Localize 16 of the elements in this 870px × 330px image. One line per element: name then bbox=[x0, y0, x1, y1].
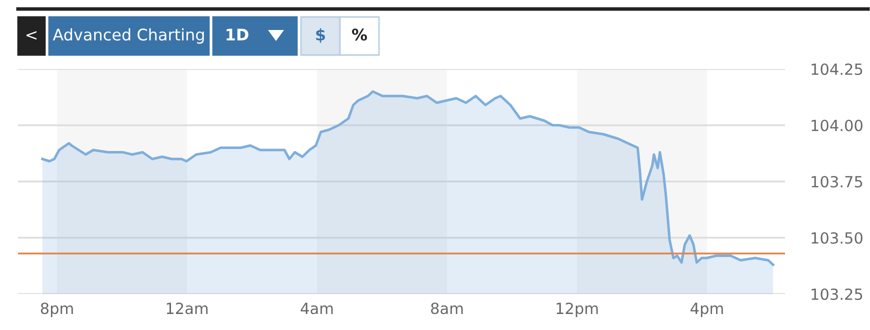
x-tick-label: 4am bbox=[300, 302, 333, 314]
text: 1D bbox=[226, 28, 248, 40]
y-tick-label: 103.75 bbox=[812, 176, 862, 188]
text: < bbox=[26, 31, 36, 40]
x-tick-label: 8am bbox=[431, 302, 463, 314]
x-tick-label: 12pm bbox=[556, 302, 598, 318]
x-tick-label: 8pm bbox=[40, 302, 73, 318]
y-tick-label: 103.50 bbox=[812, 232, 862, 244]
y-tick-label: 104.00 bbox=[812, 120, 862, 132]
x-tick-label: 4pm bbox=[690, 302, 723, 318]
text: $ bbox=[316, 28, 325, 43]
text: % bbox=[352, 28, 367, 41]
y-tick-label: 104.25 bbox=[812, 63, 862, 76]
text: Advanced Charting bbox=[52, 28, 204, 44]
x-tick-label: 12am bbox=[166, 302, 208, 314]
y-tick-label: 103.25 bbox=[812, 288, 862, 300]
